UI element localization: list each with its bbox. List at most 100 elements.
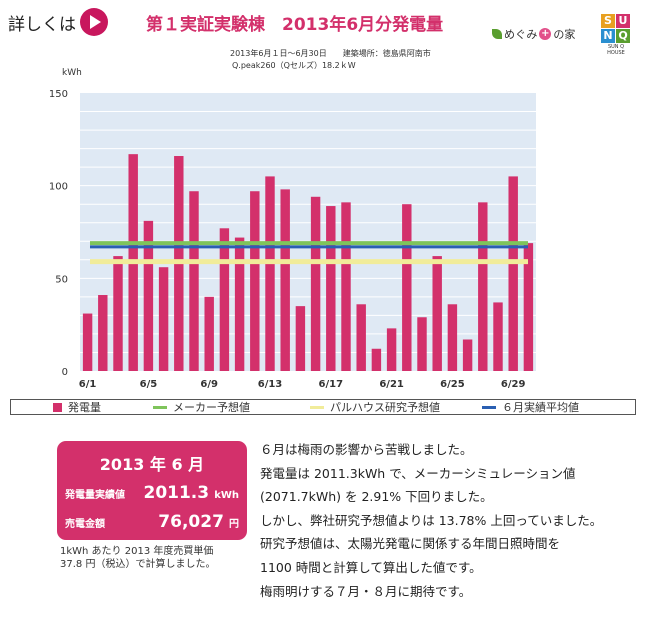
comment-line: ６月は梅雨の影響から苦戦しました。 [260,442,473,457]
generation-value: 2011.3 [143,483,210,503]
plus-icon: + [539,28,552,40]
bar [113,256,123,371]
bar [523,243,534,371]
legend-item-research: パルハウス研究予想値 [310,399,440,415]
sales-row: 売電金額 76,027 円 [65,512,239,532]
bar [508,176,518,371]
logo-text-a: めぐみ [504,28,538,41]
reference-lines [90,241,528,265]
legend-label-maker: メーカー予想値 [173,401,250,414]
comment-line: (2071.7kWh) を 2.91% 下回りました。 [260,489,493,505]
x-tick-label: 6/1 [79,379,97,390]
bar [295,306,306,371]
sales-label: 売電金額 [65,519,105,530]
bar [462,339,473,371]
bar [341,202,351,371]
bar [250,191,260,371]
legend-label-research: パルハウス研究予想値 [330,401,440,414]
bar [82,313,93,371]
x-tick-label: 6/21 [379,379,404,390]
bar [265,176,275,371]
legend-label-generation: 発電量 [68,401,101,414]
bar [356,304,366,371]
y-tick-labels: 0 50 100 150 [49,89,68,378]
generation-row: 発電量実績値 2011.3 kWh [65,483,239,503]
bar [204,296,214,371]
legend-swatch-average [482,405,496,409]
details-label: 詳しくは [8,14,76,35]
bar [402,204,412,371]
legend-item-maker: メーカー予想値 [153,399,250,415]
plot-background [80,93,536,371]
x-tick-label: 6/29 [501,379,526,390]
y-tick-label: 150 [49,89,68,100]
generation-label: 発電量実績値 [65,490,125,501]
comment-line: 研究予想値は、太陽光発電に関係する年間日照時間を [260,536,561,552]
generation-amount: 2011.3 kWh [143,483,239,503]
sunq-logo: S U N Q SUN Q HOUSE [601,14,631,56]
bar [371,348,382,371]
comment-text: ６月は梅雨の影響から苦戦しました。 発電量は 2011.3kWh で、メーカーシ… [260,438,602,603]
logo-letter-s: S [601,14,615,28]
logo-text-b: の家 [553,28,576,41]
arrow-right-icon[interactable] [80,8,108,36]
bars [82,154,534,371]
bar [493,302,503,371]
x-tick-label: 6/17 [319,379,344,390]
x-tick-label: 6/25 [440,379,465,390]
y-tick-label: 0 [62,367,68,378]
chart-legend: 発電量 メーカー予想値 パルハウス研究予想値 ６月実績平均値 [10,399,636,415]
sales-unit: 円 [229,519,239,530]
legend-swatch-maker [153,405,167,409]
y-tick-label: 50 [55,274,68,285]
sales-amount: 76,027 円 [158,512,239,532]
bar [310,196,321,371]
logo-tagline: SUN Q HOUSE [607,44,625,56]
bar [189,191,199,371]
bar [98,295,108,371]
panel-info: Q.peak260（Qセルズ）18.2ｋW [232,61,356,70]
x-tick-labels: 6/1 6/5 6/9 6/13 6/17 6/21 6/25 6/29 [79,379,526,390]
bar [158,267,169,371]
details-link[interactable]: 詳しくは [8,8,108,36]
comment-line: 1100 時間と計算して算出した値です。 [260,559,482,575]
leaf-icon [492,29,502,39]
price-note: 1kWh あたり 2013 年度売買単価 37.8 円（税込）で計算しました。 [60,545,215,571]
logo-letter-q: Q [616,29,630,43]
comment-line: 発電量は 2011.3kWh で、メーカーシミュレーション値 [260,465,576,481]
legend-label-average: ６月実績平均値 [502,401,579,414]
bar [280,189,290,371]
x-tick-label: 6/9 [200,379,218,390]
summary-month: 2013 年 6 月 [99,455,205,474]
bar [386,328,397,371]
bar [234,237,245,371]
legend-swatch-generation [53,402,62,412]
x-tick-label: 6/5 [140,379,158,390]
bar [417,317,427,371]
price-note-line: 1kWh あたり 2013 年度売買単価 [60,546,214,557]
bar [432,256,442,371]
legend-item-average: ６月実績平均値 [482,399,579,415]
comment-line: 梅雨明けする７月・８月に期待です。 [260,583,472,599]
generation-unit: kWh [214,490,239,501]
legend-item-generation: 発電量 [53,399,101,415]
bar [219,228,230,371]
bar [447,304,458,371]
sales-value: 76,027 [158,512,224,532]
bar [143,220,154,371]
legend-swatch-research [310,405,324,409]
comment-line: しかし、弊社研究予想値よりは 13.78% 上回っていました。 [260,512,603,528]
x-tick-label: 6/13 [258,379,283,390]
logo-letter-n: N [601,29,615,43]
logo-letter-u: U [616,14,630,28]
price-note-line: 37.8 円（税込）で計算しました。 [60,559,216,570]
summary-card: 2013 年 6 月 発電量実績値 2011.3 kWh 売電金額 76,027… [57,441,247,540]
bar [326,206,336,371]
period-location-info: 2013年6月１日〜6月30日 建築場所：徳島県阿南市 [230,49,431,58]
bar [478,202,488,371]
y-axis-unit: kWh [62,68,82,78]
y-tick-label: 100 [49,182,68,193]
megumi-logo: めぐみ + の家 [492,26,575,42]
page-title: 第１実証実験棟 2013年6月分発電量 [146,15,444,35]
